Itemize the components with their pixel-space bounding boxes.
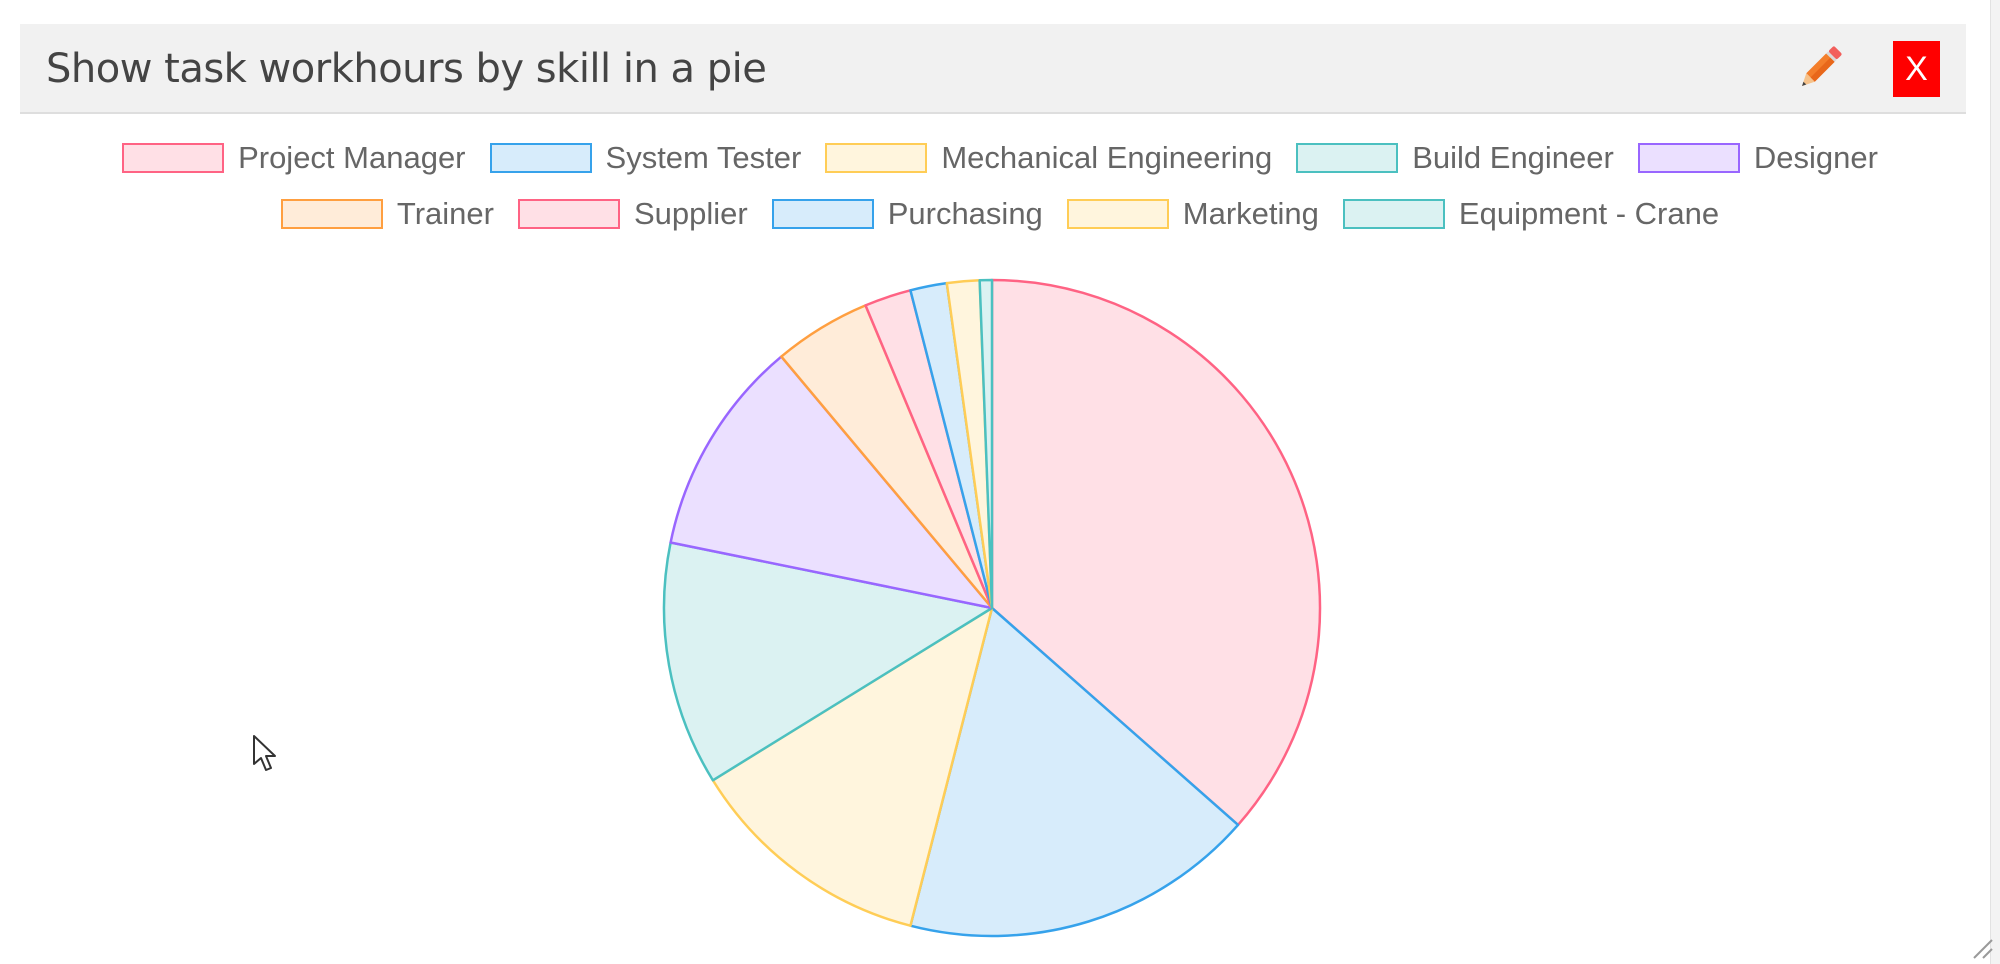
mouse-cursor-icon	[253, 735, 276, 771]
dialog-header: Show task workhours by skill in a pie X	[20, 24, 1966, 114]
legend-swatch	[1637, 143, 1740, 173]
pie-slice[interactable]	[978, 278, 994, 610]
legend-label: Purchasing	[887, 196, 1043, 231]
pie-slice[interactable]	[990, 278, 1322, 827]
close-button[interactable]: X	[1893, 41, 1940, 97]
legend-swatch	[1066, 199, 1169, 229]
legend-label: Supplier	[633, 196, 748, 231]
legend-swatch	[280, 199, 383, 229]
legend-label: Designer	[1753, 140, 1878, 175]
legend-item[interactable]: Mechanical Engineering	[825, 140, 1272, 176]
legend-item[interactable]: Marketing	[1066, 196, 1319, 232]
legend-row: Trainer Supplier Purchasing Marketing Equipm…	[0, 186, 2000, 242]
legend-label: Trainer	[396, 196, 494, 231]
legend-swatch	[825, 143, 928, 173]
legend-label: Build Engineer	[1412, 140, 1614, 175]
legend-label: System Tester	[605, 140, 802, 175]
legend-item[interactable]: Designer	[1637, 140, 1878, 176]
dialog-title: Show task workhours by skill in a pie	[46, 46, 767, 92]
legend-item[interactable]: Trainer	[280, 196, 494, 232]
pie-slice[interactable]	[909, 606, 1240, 938]
resize-grip-icon[interactable]	[1970, 936, 1994, 960]
legend-item[interactable]: Supplier	[517, 196, 748, 232]
legend-item[interactable]: Purchasing	[771, 196, 1043, 232]
edit-button[interactable]	[1794, 44, 1844, 94]
legend-swatch	[122, 143, 225, 173]
legend-swatch	[489, 143, 592, 173]
legend-label: Equipment - Crane	[1458, 196, 1720, 231]
legend-swatch	[771, 199, 874, 229]
pie-slice[interactable]	[711, 606, 994, 927]
legend-label: Mechanical Engineering	[941, 140, 1273, 175]
legend-item[interactable]: Equipment - Crane	[1342, 196, 1720, 232]
pie-slice[interactable]	[669, 355, 994, 610]
pie-slice[interactable]	[662, 541, 994, 782]
legend-item[interactable]: Project Manager	[122, 140, 466, 176]
vertical-scrollbar[interactable]	[1990, 0, 2000, 964]
legend-item[interactable]: System Tester	[489, 140, 802, 176]
pencil-icon	[1802, 46, 1842, 86]
legend-swatch	[517, 199, 620, 229]
legend-swatch	[1296, 143, 1399, 173]
chart-legend: Project Manager System Tester Mechanical E…	[0, 130, 2000, 242]
legend-label: Project Manager	[238, 140, 466, 175]
legend-item[interactable]: Build Engineer	[1296, 140, 1614, 176]
legend-swatch	[1342, 199, 1445, 229]
legend-label: Marketing	[1182, 196, 1319, 231]
legend-row: Project Manager System Tester Mechanical E…	[0, 130, 2000, 186]
